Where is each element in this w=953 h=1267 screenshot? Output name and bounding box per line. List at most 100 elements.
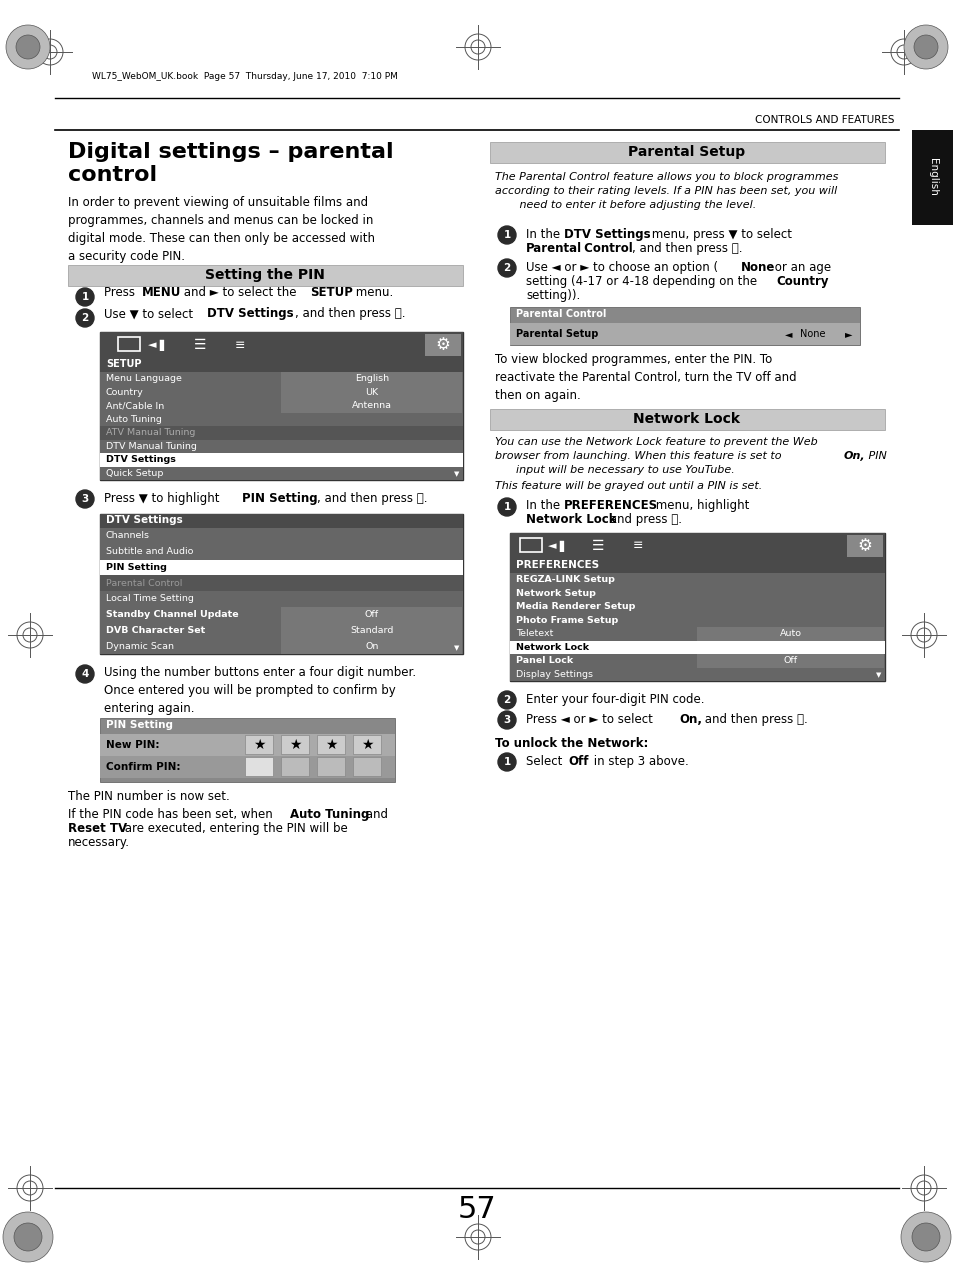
Bar	[100, 718, 395, 782]
Bar	[510, 307, 859, 345]
Text: Parental: Parental	[525, 242, 581, 255]
Text: Ant/Cable In: Ant/Cable In	[106, 402, 164, 411]
Bar	[68, 265, 462, 286]
Text: ★: ★	[360, 737, 373, 753]
Bar	[118, 337, 140, 351]
Bar	[100, 514, 462, 528]
Text: Standby Channel Update: Standby Channel Update	[106, 611, 238, 620]
Bar	[100, 607, 462, 622]
Text: Panel Lock: Panel Lock	[516, 656, 573, 665]
Text: PIN Setting: PIN Setting	[106, 720, 172, 730]
Bar	[281, 385, 461, 399]
Text: REGZA-LINK Setup: REGZA-LINK Setup	[516, 575, 615, 584]
Circle shape	[497, 498, 516, 516]
Bar	[100, 399, 462, 413]
Text: ★: ★	[253, 737, 265, 753]
Bar	[281, 735, 309, 754]
Text: ◄▐: ◄▐	[547, 541, 564, 551]
Text: Enter your four-digit PIN code.: Enter your four-digit PIN code.	[525, 693, 703, 706]
Text: This feature will be grayed out until a PIN is set.: This feature will be grayed out until a …	[495, 481, 761, 492]
Text: The PIN number is now set.: The PIN number is now set.	[68, 791, 230, 803]
Text: To view blocked programmes, enter the PIN. To
reactivate the Parental Control, t: To view blocked programmes, enter the PI…	[495, 353, 796, 402]
Bar	[245, 735, 273, 754]
Text: Control: Control	[579, 242, 632, 255]
Text: 1: 1	[503, 231, 510, 239]
Text: None: None	[800, 329, 824, 340]
Text: Network Setup: Network Setup	[516, 589, 596, 598]
Bar	[316, 756, 345, 775]
Text: Auto Tuning: Auto Tuning	[290, 808, 369, 821]
Text: DTV Manual Tuning: DTV Manual Tuning	[106, 442, 196, 451]
Text: 2: 2	[503, 264, 510, 272]
Text: To unlock the Network:: To unlock the Network:	[495, 737, 648, 750]
Circle shape	[76, 288, 94, 307]
Bar	[697, 627, 883, 641]
Text: setting)).: setting)).	[525, 289, 579, 302]
Text: necessary.: necessary.	[68, 836, 130, 849]
Text: ►: ►	[844, 329, 852, 340]
Text: , and then press Ⓔ.: , and then press Ⓔ.	[294, 308, 405, 321]
Text: SETUP: SETUP	[106, 359, 141, 369]
Bar	[281, 399, 461, 413]
Text: English: English	[355, 374, 389, 383]
Bar	[100, 332, 462, 359]
Text: 4: 4	[81, 669, 89, 679]
Text: and then press Ⓔ.: and then press Ⓔ.	[700, 713, 807, 726]
Text: Auto: Auto	[780, 630, 801, 639]
Bar	[510, 627, 884, 641]
Bar	[510, 613, 884, 627]
Text: English: English	[927, 158, 937, 196]
Bar	[353, 735, 380, 754]
Text: Using the number buttons enter a four digit number.
Once entered you will be pro: Using the number buttons enter a four di…	[104, 666, 416, 715]
Text: DVB Character Set: DVB Character Set	[106, 626, 205, 635]
Bar	[281, 756, 309, 775]
Text: ⚙: ⚙	[857, 537, 872, 555]
Circle shape	[497, 711, 516, 729]
Text: , and then press Ⓔ.: , and then press Ⓔ.	[631, 242, 741, 255]
Bar	[100, 590, 462, 607]
Bar	[100, 426, 462, 440]
Bar	[510, 601, 884, 613]
Circle shape	[497, 753, 516, 772]
Text: Network Lock: Network Lock	[525, 513, 616, 526]
Text: ⚙: ⚙	[436, 336, 450, 353]
Bar	[510, 533, 884, 680]
Text: Press ◄ or ► to select: Press ◄ or ► to select	[525, 713, 656, 726]
Bar	[100, 622, 462, 639]
Text: Network Lock: Network Lock	[516, 642, 589, 651]
Text: Parental Control: Parental Control	[516, 309, 606, 319]
Text: Select: Select	[525, 755, 565, 768]
Circle shape	[497, 691, 516, 710]
Text: in step 3 above.: in step 3 above.	[589, 755, 688, 768]
Text: None: None	[740, 261, 775, 274]
Text: setting (4-17 or 4-18 depending on the: setting (4-17 or 4-18 depending on the	[525, 275, 760, 288]
Text: 3: 3	[503, 715, 510, 725]
Text: Reset TV: Reset TV	[68, 822, 127, 835]
Text: ▼: ▼	[453, 471, 458, 476]
Circle shape	[903, 25, 947, 68]
Bar	[510, 587, 884, 601]
Bar	[100, 466, 462, 480]
Text: control: control	[68, 165, 157, 185]
Circle shape	[913, 35, 937, 60]
Bar	[100, 639, 462, 654]
Text: 2: 2	[81, 313, 89, 323]
Circle shape	[76, 490, 94, 508]
Bar	[100, 413, 462, 426]
Bar	[100, 544, 462, 560]
Circle shape	[497, 226, 516, 245]
Bar	[100, 359, 462, 372]
Bar	[911, 131, 953, 226]
Text: Quick Setup: Quick Setup	[106, 469, 163, 478]
Text: In order to prevent viewing of unsuitable films and
programmes, channels and men: In order to prevent viewing of unsuitabl…	[68, 196, 375, 264]
Bar	[510, 573, 884, 587]
Bar	[353, 756, 380, 775]
Text: PIN Setting: PIN Setting	[106, 563, 167, 571]
Text: 2: 2	[503, 696, 510, 704]
Text: You can use the Network Lock feature to prevent the Web
browser from launching. : You can use the Network Lock feature to …	[495, 437, 817, 461]
Text: In the: In the	[525, 499, 563, 512]
Text: Teletext: Teletext	[516, 630, 553, 639]
Text: Use ◄ or ► to choose an option (: Use ◄ or ► to choose an option (	[525, 261, 718, 274]
Bar	[424, 334, 460, 356]
Text: PIN Setting: PIN Setting	[242, 492, 317, 506]
